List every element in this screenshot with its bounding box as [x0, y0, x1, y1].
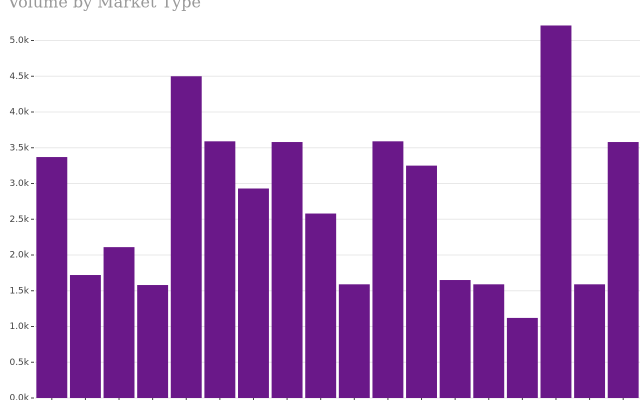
bar — [137, 285, 169, 398]
chart-title: Volume by Market Type — [7, 0, 201, 12]
y-tick-label: 2.5k — [9, 215, 29, 225]
bar — [506, 317, 538, 398]
y-tick-label: 1.5k — [9, 286, 29, 296]
bar — [204, 141, 236, 398]
y-tick-label: 3.5k — [9, 143, 29, 153]
y-tick-label: 3.0k — [9, 179, 29, 189]
bar — [305, 213, 337, 398]
y-tick-label: 0.5k — [9, 358, 29, 368]
bar — [439, 280, 471, 398]
bar — [406, 165, 437, 398]
bar — [238, 188, 269, 398]
bar — [372, 141, 404, 398]
bar — [170, 76, 202, 398]
y-tick-label: 1.0k — [9, 322, 29, 332]
bar — [607, 142, 639, 398]
bar — [540, 25, 572, 399]
y-tick-label: 4.5k — [9, 72, 29, 82]
y-tick-label: 2.0k — [9, 251, 29, 261]
bar — [69, 275, 101, 398]
bar — [574, 284, 606, 398]
bar — [36, 157, 68, 398]
y-tick-label: 0.0k — [9, 394, 29, 400]
y-tick-label: 4.0k — [9, 108, 29, 118]
y-tick-label: 5.0k — [9, 36, 29, 46]
bar — [103, 247, 135, 398]
bar — [473, 284, 505, 398]
bar — [338, 284, 370, 398]
bar — [271, 142, 303, 398]
